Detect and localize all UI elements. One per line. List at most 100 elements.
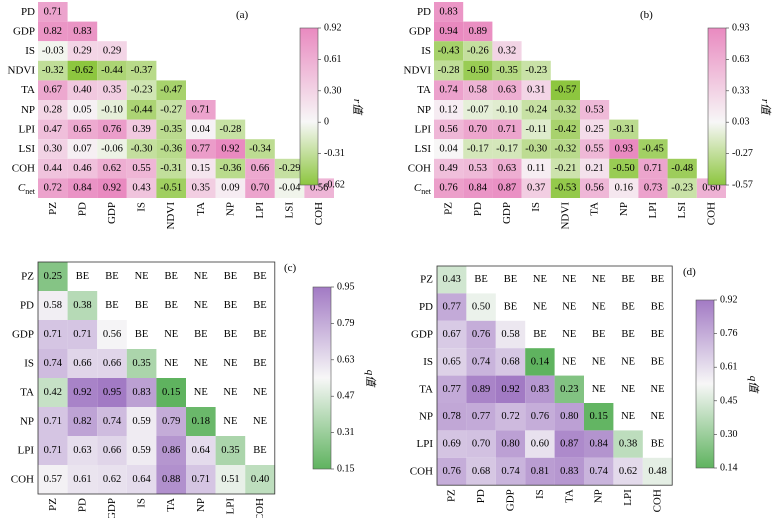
row-label: PD <box>21 6 35 18</box>
cell-value-label: 0.66 <box>103 445 121 456</box>
cell-value-label: -0.26 <box>467 46 489 57</box>
interaction-type-label: NE <box>592 274 606 285</box>
cell-value-label: 0.47 <box>44 124 62 135</box>
colorbar <box>299 27 319 186</box>
panel-label: (a) <box>236 9 249 21</box>
heatmap-cell <box>495 403 526 431</box>
cell-value-label: 0.71 <box>498 124 516 135</box>
cell-value-label: 0.63 <box>498 85 516 96</box>
interaction-type-label: BE <box>651 329 664 340</box>
heatmap-cell <box>492 100 522 120</box>
heatmap-cell <box>215 158 246 179</box>
heatmap-cell <box>437 403 467 431</box>
cell-value-label: 0.76 <box>531 411 549 422</box>
heatmap-cell <box>521 100 551 120</box>
heatmap-cell <box>437 348 467 376</box>
heatmap-cell <box>245 139 275 159</box>
heatmap-cell <box>609 158 639 179</box>
cell-value-label: -0.17 <box>467 144 489 155</box>
cell-value-label: 0.76 <box>103 124 121 135</box>
cell-value-label: 0.87 <box>498 183 516 194</box>
column-label: GDP <box>106 498 118 518</box>
heatmap-cell <box>215 119 246 140</box>
cell-value-label: 0.74 <box>44 358 63 369</box>
colorbar-tick-label: 0.33 <box>732 85 750 96</box>
heatmap-cell <box>186 407 216 436</box>
cell-value-label: -0.35 <box>160 124 182 135</box>
heatmap-cell <box>156 100 186 120</box>
heatmap-cell <box>38 465 68 494</box>
heatmap-cell <box>38 80 68 100</box>
interaction-type-label: BE <box>224 329 237 340</box>
cell-value-label: -0.47 <box>160 85 182 96</box>
cell-value-label: 0.82 <box>73 416 91 427</box>
cell-value-label: -0.29 <box>279 163 301 174</box>
heatmap-cell <box>156 158 186 179</box>
heatmap-cell <box>463 41 493 61</box>
row-label: LSI <box>19 143 36 155</box>
interaction-type-label: NE <box>592 384 606 395</box>
cell-value-label: -0.42 <box>554 124 576 135</box>
interaction-type-label: BE <box>135 329 148 340</box>
cell-value-label: -0.21 <box>554 163 576 174</box>
cell-value-label: -0.62 <box>71 65 93 76</box>
cell-value-label: 0.77 <box>192 144 210 155</box>
colorbar-tick-label: 0.61 <box>324 54 342 65</box>
heatmap-cell <box>554 430 584 458</box>
heatmap-cell <box>274 178 305 198</box>
colorbar-tick-label: 0.31 <box>337 427 355 438</box>
heatmap-cell <box>38 378 68 407</box>
cell-value-label: 0.43 <box>443 274 461 285</box>
cell-value-label: -0.34 <box>249 144 272 155</box>
cell-value-label: 0.04 <box>192 124 211 135</box>
interaction-type-label: BE <box>504 274 517 285</box>
interaction-type-label: NE <box>562 329 576 340</box>
colorbar-tick-label: 0.76 <box>720 328 738 339</box>
cell-value-label: 0.80 <box>501 439 519 450</box>
colorbar-tick-label: 0.63 <box>337 354 355 365</box>
cell-value-label: 0.55 <box>132 163 150 174</box>
heatmap-cell <box>492 119 522 140</box>
heatmap-cell <box>215 139 246 159</box>
cell-value-label: 0.56 <box>439 124 457 135</box>
cell-value-label: -0.37 <box>131 65 153 76</box>
interaction-type-label: NE <box>194 358 208 369</box>
heatmap-cell <box>463 158 493 179</box>
interaction-type-label: BE <box>76 271 89 282</box>
heatmap-cell <box>580 158 610 179</box>
heatmap-cell <box>97 41 127 61</box>
colorbar-tick-label: 0.03 <box>732 117 750 128</box>
column-label: IS <box>534 489 546 499</box>
cell-value-label: 0.76 <box>439 183 457 194</box>
heatmap-cell <box>463 178 493 198</box>
interaction-type-label: NE <box>194 271 208 282</box>
colorbar-tick-label: 0.30 <box>720 429 738 440</box>
cell-value-label: 0.94 <box>439 26 458 37</box>
heatmap-cell <box>38 41 68 61</box>
cell-value-label: 0.66 <box>73 358 91 369</box>
cell-value-label: 0.65 <box>73 124 91 135</box>
cell-value-label: 0.71 <box>44 6 62 17</box>
cell-value-label: 0.49 <box>439 163 457 174</box>
heatmap-cell <box>550 80 580 100</box>
cell-value-label: -0.10 <box>496 104 518 115</box>
cell-value-label: -0.50 <box>467 65 489 76</box>
heatmap-cell <box>126 465 157 494</box>
interaction-type-label: NE <box>223 387 237 398</box>
cell-value-label: 0.71 <box>44 416 62 427</box>
row-label: NP <box>20 416 34 428</box>
cell-value-label: 0.63 <box>73 445 91 456</box>
column-label: NDVI <box>165 202 177 230</box>
cell-value-label: 0.64 <box>132 474 151 485</box>
heatmap-cell <box>521 60 551 81</box>
cell-value-label: 0.25 <box>585 124 603 135</box>
cell-value-label: 0.42 <box>44 387 62 398</box>
heatmap-cell <box>156 407 186 436</box>
colorbar-label: q值 <box>364 370 377 389</box>
interaction-type-label: BE <box>164 300 177 311</box>
interaction-type-label: BE <box>474 274 487 285</box>
interaction-type-label: NE <box>562 356 576 367</box>
column-label: PZ <box>443 202 455 215</box>
heatmap-cell <box>463 21 493 42</box>
column-label: LPI <box>254 202 266 219</box>
